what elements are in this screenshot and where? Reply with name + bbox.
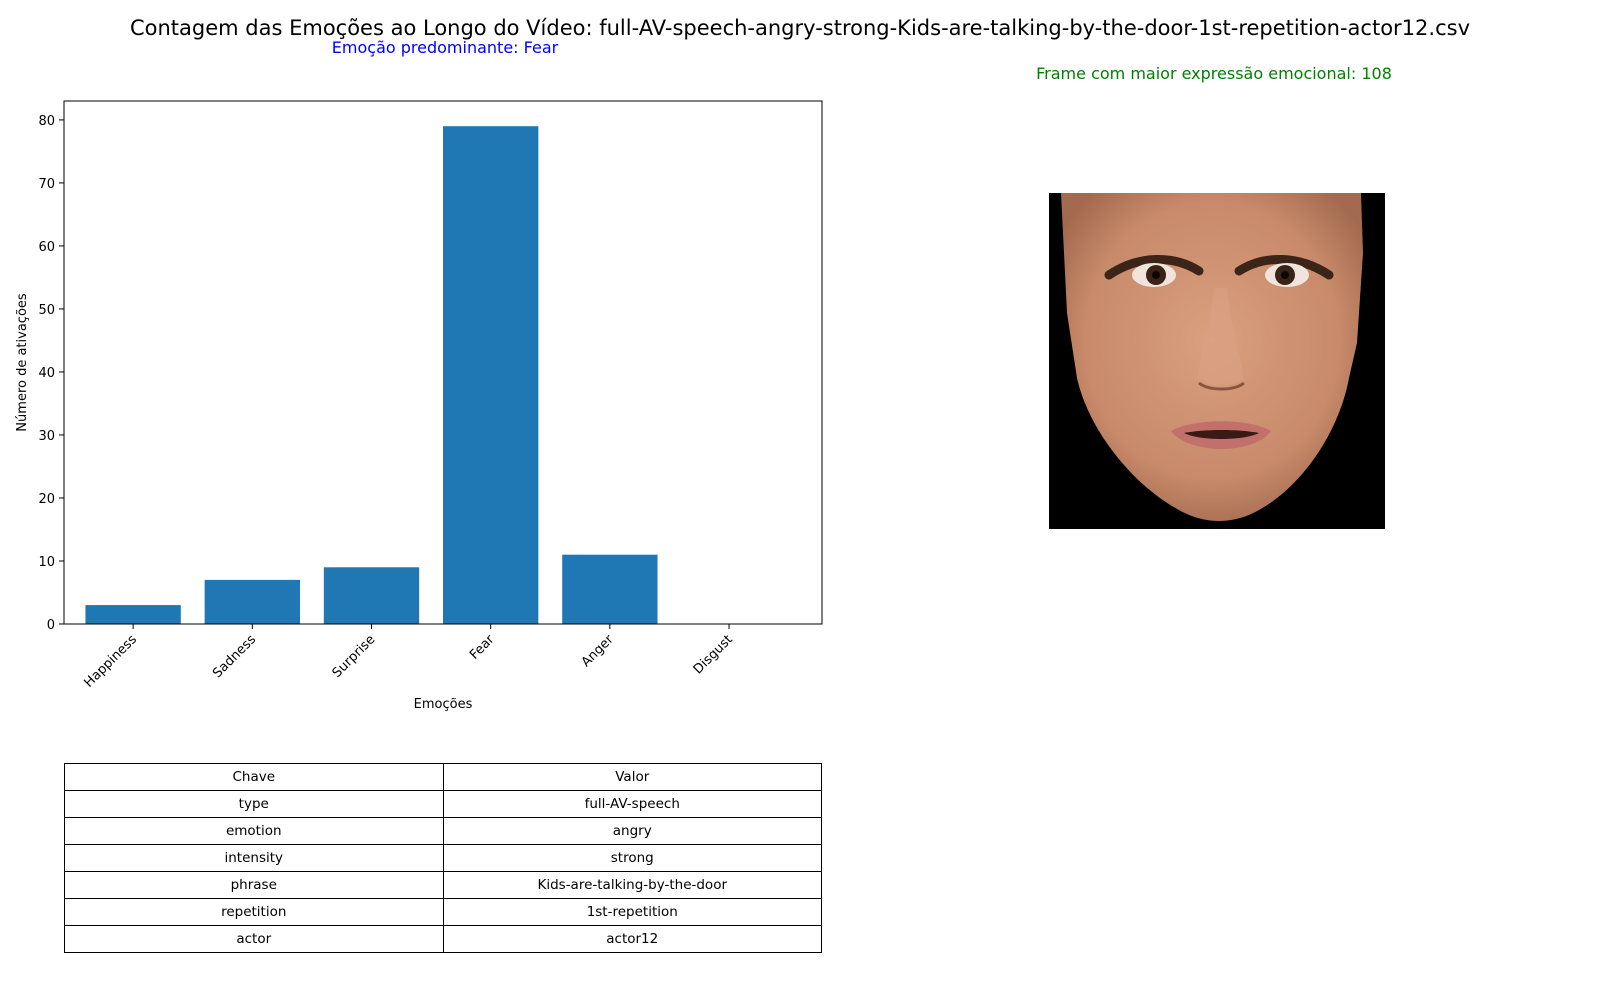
table-row: repetition 1st-repetition bbox=[64, 898, 822, 926]
emotion-bar-chart: 0 10 20 30 40 50 60 70 80 Happiness Sadness Surpris… bbox=[15, 100, 823, 712]
y-tick-label: 80 bbox=[38, 114, 55, 129]
y-tick-label: 40 bbox=[38, 366, 55, 381]
y-tick-label: 30 bbox=[38, 429, 55, 444]
table-cell-value: 1st-repetition bbox=[442, 898, 822, 926]
plot-frame bbox=[63, 100, 823, 625]
face-photo bbox=[1049, 193, 1385, 529]
x-axis-label: Emoções bbox=[414, 697, 473, 712]
table-cell-value: actor12 bbox=[442, 925, 822, 953]
table-row: emotion angry bbox=[64, 817, 822, 845]
bar-happiness bbox=[85, 605, 181, 624]
table-header-row: Chave Valor bbox=[64, 763, 822, 791]
metadata-table: Chave Valor type full-AV-speech emotion … bbox=[64, 763, 822, 953]
table-cell-value: full-AV-speech bbox=[442, 790, 822, 818]
table-cell-key: actor bbox=[64, 925, 444, 953]
y-tick-label: 20 bbox=[38, 492, 55, 507]
table-cell-key: phrase bbox=[64, 871, 444, 899]
x-tick-label: Surprise bbox=[330, 632, 379, 681]
table-header-value: Valor bbox=[442, 763, 822, 791]
x-tick-label: Sadness bbox=[210, 632, 259, 681]
y-tick-label: 10 bbox=[38, 555, 55, 570]
y-tick-label: 50 bbox=[38, 303, 55, 318]
x-tick-label: Anger bbox=[579, 632, 617, 670]
table-cell-value: Kids-are-talking-by-the-door bbox=[442, 871, 822, 899]
x-tick-label: Happiness bbox=[82, 632, 141, 691]
y-tick-label: 60 bbox=[38, 240, 55, 255]
table-cell-key: emotion bbox=[64, 817, 444, 845]
bar-fear bbox=[443, 126, 539, 624]
table-row: intensity strong bbox=[64, 844, 822, 872]
bar-anger bbox=[562, 554, 658, 624]
y-tick-label: 0 bbox=[47, 618, 55, 633]
table-row: actor actor12 bbox=[64, 925, 822, 953]
predominant-emotion-label: Emoção predominante: Fear bbox=[331, 38, 559, 57]
y-tick-label: 70 bbox=[38, 177, 55, 192]
table-row: type full-AV-speech bbox=[64, 790, 822, 818]
table-cell-value: angry bbox=[442, 817, 822, 845]
table-cell-key: type bbox=[64, 790, 444, 818]
table-cell-key: repetition bbox=[64, 898, 444, 926]
chart-title: Contagem das Emoções ao Longo do Vídeo: … bbox=[129, 16, 1471, 40]
x-tick-label: Fear bbox=[467, 632, 498, 663]
peak-frame-label: Frame com maior expressão emocional: 108 bbox=[1036, 64, 1392, 83]
y-axis-label: Número de ativações bbox=[15, 293, 30, 432]
table-cell-key: intensity bbox=[64, 844, 444, 872]
table-cell-value: strong bbox=[442, 844, 822, 872]
table-header-key: Chave bbox=[64, 763, 444, 791]
x-tick-label: Disgust bbox=[691, 632, 736, 677]
bar-sadness bbox=[204, 579, 300, 624]
bar-surprise bbox=[323, 567, 420, 624]
table-row: phrase Kids-are-talking-by-the-door bbox=[64, 871, 822, 899]
